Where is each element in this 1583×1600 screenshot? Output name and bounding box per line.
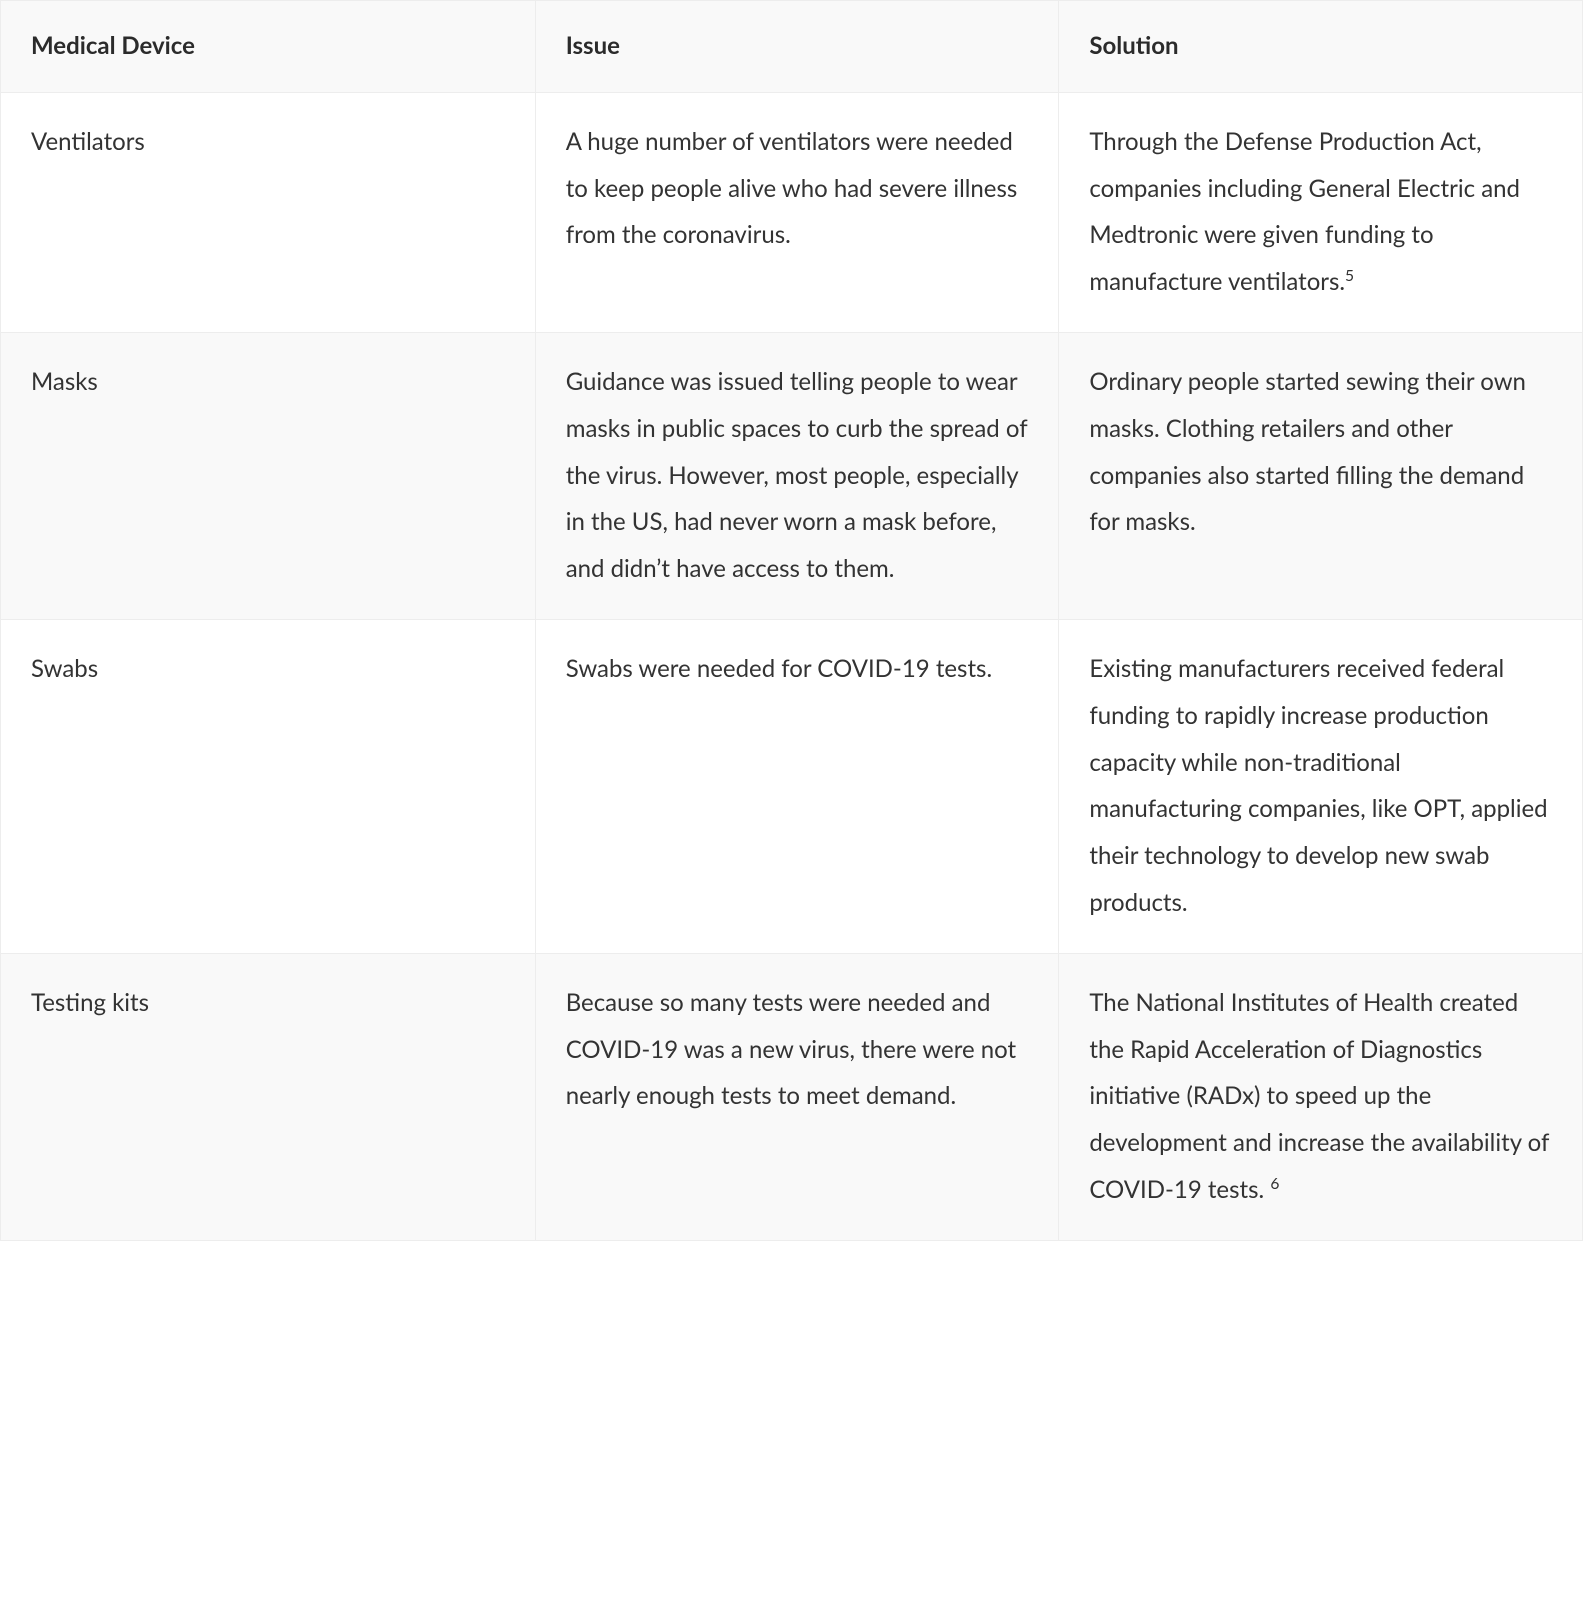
medical-device-table: Medical Device Issue Solution Ventilator…	[0, 0, 1583, 1241]
table-row: Testing kitsBecause so many tests were n…	[1, 953, 1583, 1240]
footnote-ref: 6	[1270, 1175, 1279, 1193]
cell-device: Masks	[1, 332, 536, 619]
cell-device: Swabs	[1, 619, 536, 953]
cell-issue: Because so many tests were needed and CO…	[535, 953, 1059, 1240]
cell-issue: Swabs were needed for COVID-19 tests.	[535, 619, 1059, 953]
table-row: VentilatorsA huge number of ventilators …	[1, 92, 1583, 332]
col-header-solution: Solution	[1059, 1, 1583, 93]
table-body: VentilatorsA huge number of ventilators …	[1, 92, 1583, 1240]
cell-device: Ventilators	[1, 92, 536, 332]
cell-solution: Through the Defense Production Act, comp…	[1059, 92, 1583, 332]
table-row: MasksGuidance was issued telling people …	[1, 332, 1583, 619]
cell-solution: The National Institutes of Health create…	[1059, 953, 1583, 1240]
cell-solution: Ordinary people started sewing their own…	[1059, 332, 1583, 619]
col-header-device: Medical Device	[1, 1, 536, 93]
footnote-ref: 5	[1345, 267, 1354, 285]
table-row: SwabsSwabs were needed for COVID-19 test…	[1, 619, 1583, 953]
cell-issue: Guidance was issued telling people to we…	[535, 332, 1059, 619]
col-header-issue: Issue	[535, 1, 1059, 93]
table-header-row: Medical Device Issue Solution	[1, 1, 1583, 93]
cell-device: Testing kits	[1, 953, 536, 1240]
cell-solution: Existing manufacturers received federal …	[1059, 619, 1583, 953]
cell-issue: A huge number of ventilators were needed…	[535, 92, 1059, 332]
